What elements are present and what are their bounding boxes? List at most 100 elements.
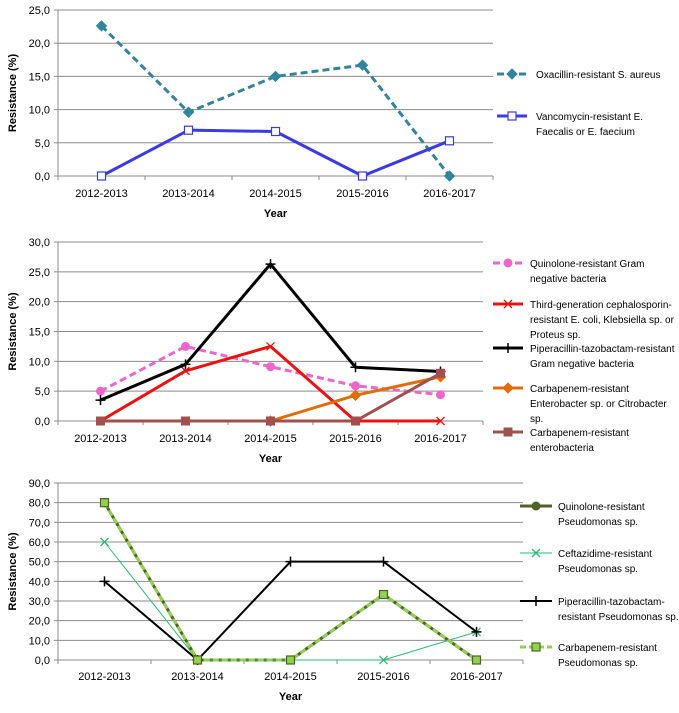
- x-tick-label: 2012-2013: [78, 671, 131, 683]
- data-point: [181, 341, 190, 351]
- legend-label: negative bacteria: [530, 274, 607, 285]
- x-tick-label: 2014-2015: [264, 671, 317, 683]
- x-tick-label: 2012-2013: [74, 433, 127, 445]
- x-tick-label: 2013-2014: [162, 188, 215, 200]
- legend-marker: [503, 299, 513, 309]
- data-point: [192, 655, 203, 665]
- data-point: [471, 626, 482, 637]
- y-tick-label: 20,0: [29, 38, 50, 50]
- y-tick-label: 20,0: [29, 297, 50, 309]
- y-axis-title: Resistance (%): [7, 532, 19, 611]
- y-tick-label: 10,0: [29, 356, 50, 368]
- legend-label: Vancomycin-resistant E.: [536, 112, 643, 123]
- legend-label: Pseudomonas sp.: [558, 658, 638, 669]
- series-line: [100, 128, 451, 178]
- series-4: Carbapenem-resistant Pseudomonas sp.: [99, 498, 657, 669]
- data-point: [351, 381, 360, 391]
- x-axis-title: Year: [279, 691, 303, 703]
- data-point: [96, 171, 107, 181]
- legend-label: Pseudomonas sp.: [558, 517, 638, 528]
- series-3: Piperacillin-tazobactam-resistant Pseudo…: [99, 556, 679, 665]
- legend-label: Proteus sp.: [530, 330, 581, 341]
- legend-label: Piperacillin-tazobactam-resistant: [530, 344, 675, 355]
- x-tick-label: 2014-2015: [249, 188, 302, 200]
- legend-label: Third-generation cephalosporin-: [530, 300, 672, 311]
- data-point: [181, 416, 190, 426]
- y-tick-label: 10,0: [29, 635, 50, 647]
- legend-label: resistant Pseudomonas sp.: [558, 612, 679, 623]
- legend-label: Carbapenem-resistant: [558, 643, 657, 654]
- legend-marker: [531, 642, 541, 652]
- legend-label: Carbapenem-resistant: [530, 428, 629, 439]
- data-point: [436, 390, 445, 400]
- legend-label: Gram negative bacteria: [530, 359, 634, 370]
- data-point: [378, 556, 389, 567]
- data-point: [99, 498, 110, 508]
- data-point: [350, 362, 361, 373]
- y-axis-title: Resistance (%): [7, 54, 19, 133]
- y-tick-label: 25,0: [29, 267, 50, 279]
- data-point: [378, 589, 389, 600]
- data-point: [443, 170, 456, 182]
- x-axis-title: Year: [259, 453, 283, 465]
- legend-marker: [503, 258, 513, 268]
- series-2: Vancomycin-resistant E. Faecalis or E. fa…: [96, 111, 643, 181]
- legend-label: Enterobacter sp. or Citrobacter: [530, 399, 667, 410]
- data-point: [183, 125, 194, 135]
- y-tick-label: 80,0: [29, 498, 50, 510]
- x-axis-title: Year: [264, 208, 288, 220]
- data-point: [356, 59, 369, 71]
- legend-label: Faecalis or E. faecium: [536, 127, 635, 138]
- legend-marker: [531, 548, 541, 558]
- data-point: [266, 416, 275, 426]
- y-tick-label: 0,0: [35, 171, 50, 183]
- x-tick-label: 2013-2014: [171, 671, 224, 683]
- legend-label: Pseudomonas sp.: [558, 564, 638, 575]
- series-4: Carbapenem-resistant Enterobacter sp. or …: [264, 371, 667, 427]
- series-1: Oxacillin-resistant S. aureus: [95, 20, 661, 182]
- legend-label: resistant E. coli, Klebsiella sp. or: [530, 315, 675, 326]
- data-point: [270, 126, 281, 137]
- data-point: [357, 171, 368, 181]
- y-tick-label: 60,0: [29, 537, 50, 549]
- data-point: [471, 655, 482, 665]
- legend-label: Oxacillin-resistant S. aureus: [536, 70, 661, 81]
- y-tick-label: 90,0: [29, 478, 50, 490]
- data-point: [95, 395, 106, 406]
- data-point: [100, 537, 109, 547]
- data-point: [436, 416, 445, 426]
- data-point: [181, 366, 190, 376]
- legend-marker: [531, 596, 541, 606]
- y-tick-label: 15,0: [29, 71, 50, 83]
- legend-label: Ceftazidime-resistant: [558, 549, 652, 560]
- x-tick-label: 2016-2017: [423, 188, 476, 200]
- series-line: [103, 560, 478, 661]
- chart-2: 0,0 5,0 10,0 15,0 20,0 25,0 30,0 2012-2013 2013-…: [7, 237, 675, 465]
- legend-label: sp.: [530, 414, 543, 425]
- y-tick-label: 25,0: [29, 5, 50, 17]
- data-point: [351, 416, 360, 426]
- data-point: [182, 106, 195, 118]
- y-tick-label: 5,0: [35, 386, 50, 398]
- data-point: [99, 576, 110, 587]
- series-line: [100, 371, 442, 423]
- legend-label: Quinolone-resistant: [558, 502, 645, 513]
- x-tick-label: 2012-2013: [75, 188, 128, 200]
- data-point: [266, 362, 275, 372]
- y-tick-label: 50,0: [29, 557, 50, 569]
- x-tick-label: 2016-2017: [414, 433, 467, 445]
- data-point: [379, 655, 388, 665]
- y-tick-label: 40,0: [29, 576, 50, 588]
- chart-1: 0,0 5,0 10,0 15,0 20,0 25,0 2012-2013 2013-2014…: [7, 5, 661, 220]
- x-tick-label: 2015-2016: [357, 671, 410, 683]
- data-point: [436, 368, 445, 378]
- y-tick-label: 5,0: [35, 138, 50, 150]
- x-tick-label: 2015-2016: [329, 433, 382, 445]
- data-point: [96, 386, 105, 396]
- series-3: Piperacillin-tazobactam-resistant Gram ne…: [95, 259, 675, 406]
- legend-label: Piperacillin-tazobactam-: [558, 597, 665, 608]
- legend-marker: [503, 343, 513, 353]
- y-tick-label: 15,0: [29, 327, 50, 339]
- legend-label: enterobacteria: [530, 443, 594, 454]
